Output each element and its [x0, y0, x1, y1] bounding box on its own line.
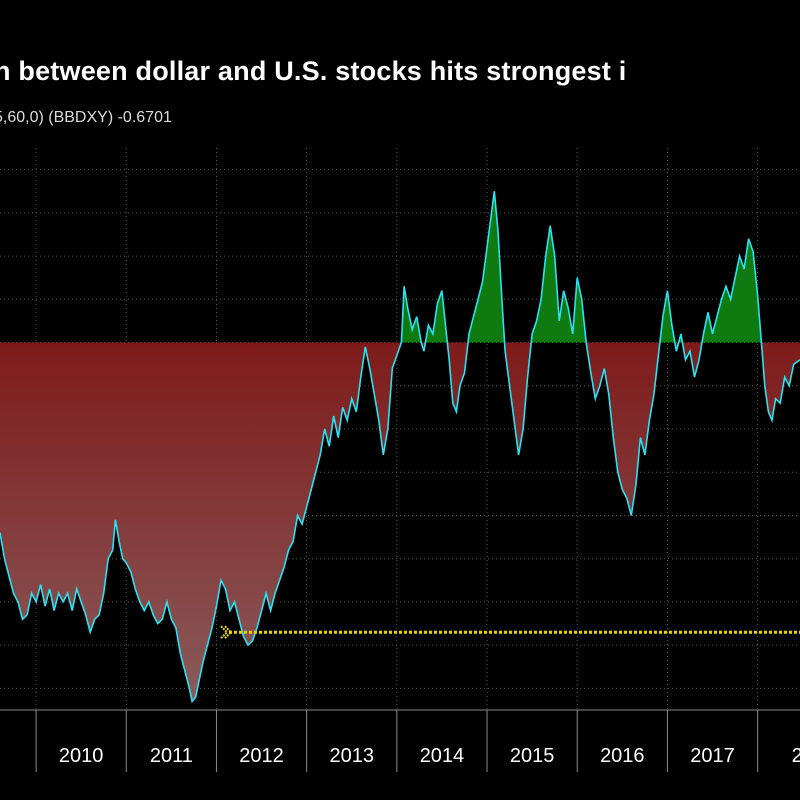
x-tick-label: 2011	[150, 745, 193, 767]
reference-arrow-stroke	[220, 631, 228, 639]
correlation-line	[0, 191, 800, 704]
x-tick-label: 2014	[420, 745, 465, 767]
x-tick-label: 2017	[690, 745, 735, 767]
reference-arrow-stroke	[224, 631, 232, 639]
reference-arrow-stroke	[220, 625, 228, 633]
x-tick-label: 2010	[59, 745, 104, 767]
x-tick-label: 2012	[239, 745, 284, 767]
reference-arrow-marker	[220, 625, 232, 639]
x-tick-label: 2016	[600, 745, 645, 767]
x-tick-label: 2013	[329, 745, 374, 767]
x-tick-label: 2015	[510, 745, 555, 767]
positive-correlation-area	[0, 191, 800, 343]
negative-correlation-area	[0, 342, 800, 702]
x-axis-ticks: 2010 2011 2012 2013 2014 2015 2016 2017 20	[35, 710, 800, 772]
reference-arrow-stroke	[224, 625, 232, 633]
x-tick-label: 20	[792, 745, 800, 767]
chart-title: n between dollar and U.S. stocks hits st…	[0, 56, 627, 86]
series-legend: 5,60,0) (BBDXY) -0.6701	[0, 109, 172, 126]
